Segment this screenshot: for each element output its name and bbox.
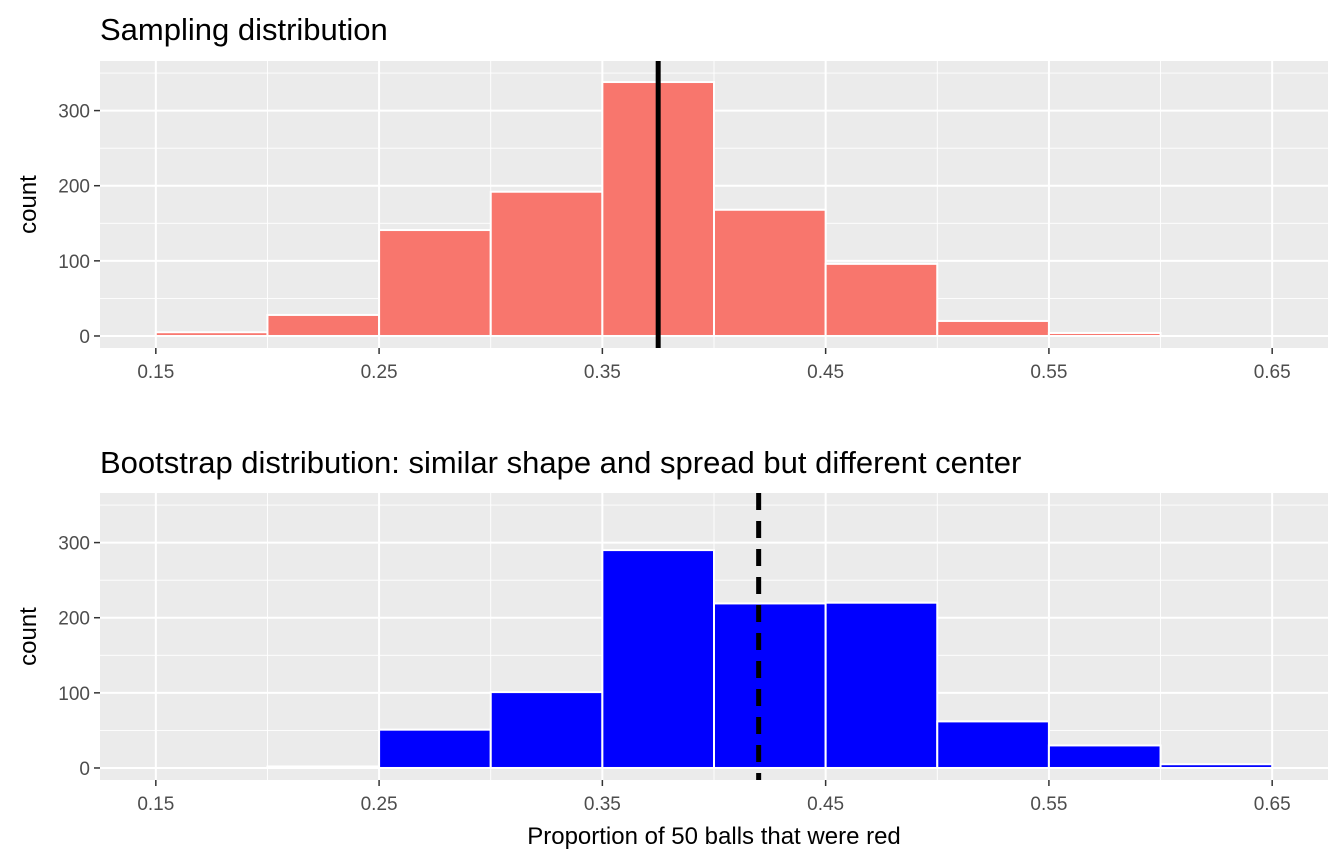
x-tick-label: 0.65 [1254, 362, 1291, 383]
histogram-bar [713, 602, 827, 769]
histogram-bar [378, 229, 492, 337]
y-axis-title: count [15, 607, 42, 666]
histogram-bar [824, 262, 939, 337]
x-tick-label: 0.55 [1030, 362, 1067, 383]
x-tick-label: 0.25 [361, 794, 398, 815]
x-tick-label: 0.35 [584, 794, 621, 815]
x-tick-label: 0.45 [807, 794, 844, 815]
histogram-bar [824, 601, 939, 769]
chart-title: Bootstrap distribution: similar shape an… [100, 445, 1021, 480]
histogram-bar [489, 691, 604, 769]
y-tick-label: 200 [58, 177, 90, 198]
chart-title: Sampling distribution [100, 12, 388, 47]
histogram-bar [266, 765, 381, 769]
x-tick-label: 0.35 [584, 362, 621, 383]
histogram-bar [936, 319, 1050, 337]
y-tick-label: 0 [79, 759, 90, 780]
y-tick-label: 300 [58, 534, 90, 555]
x-axis-title: Proportion of 50 balls that were red [527, 823, 901, 850]
sampling-distribution-panel: Sampling distribution 0.15 0.25 0.35 0.45 0.5… [15, 12, 1328, 383]
histogram-bar [713, 208, 827, 337]
bootstrap-distribution-panel: Bootstrap distribution: similar shape an… [15, 445, 1328, 850]
histogram-bar [601, 549, 716, 769]
histogram-bar [1047, 744, 1162, 769]
histogram-bar [1047, 331, 1162, 337]
x-tick-label: 0.15 [137, 362, 174, 383]
x-tick-label: 0.55 [1030, 794, 1067, 815]
histogram-bar [489, 190, 604, 337]
y-tick-label: 200 [58, 609, 90, 630]
x-tick-label: 0.15 [137, 794, 174, 815]
y-tick-label: 300 [58, 102, 90, 123]
histogram-bar [378, 728, 492, 769]
x-tick-label: 0.65 [1254, 794, 1291, 815]
x-tick-label: 0.45 [807, 362, 844, 383]
y-tick-label: 0 [79, 327, 90, 348]
histogram-bar [154, 331, 269, 337]
histogram-bar [936, 720, 1050, 769]
histogram-bar [266, 313, 381, 337]
histogram-bar [1159, 763, 1274, 769]
y-tick-label: 100 [58, 684, 90, 705]
y-tick-label: 100 [58, 252, 90, 273]
y-axis-title: count [15, 175, 42, 234]
x-tick-label: 0.25 [361, 362, 398, 383]
